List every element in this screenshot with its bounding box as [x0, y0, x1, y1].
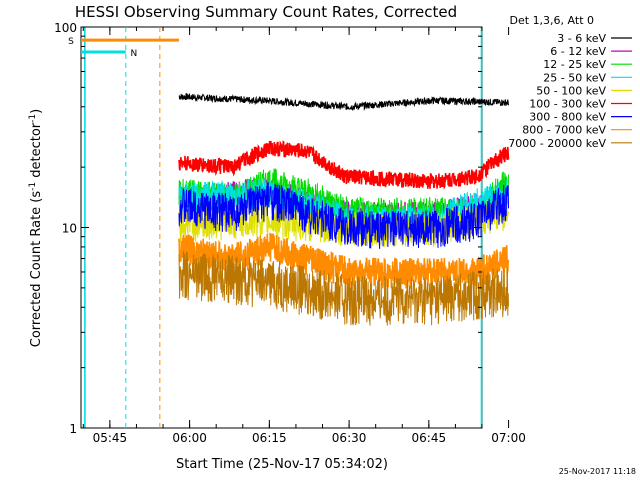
- legend-title: Det 1,3,6, Att 0: [510, 14, 594, 27]
- legend-entry-label: 6 - 12 keV: [550, 45, 606, 58]
- legend-entry-label: 50 - 100 keV: [536, 84, 606, 97]
- legend-entry-label: 3 - 6 keV: [557, 32, 606, 45]
- x-axis-label: Start Time (25-Nov-17 05:34:02): [176, 457, 388, 472]
- legend-entry-label: 25 - 50 keV: [543, 71, 606, 84]
- y-tick-label: 10: [62, 222, 77, 236]
- legend-entry-label: 800 - 7000 keV: [522, 124, 606, 137]
- series-line-6: [178, 182, 509, 249]
- x-tick-label: 06:00: [172, 431, 207, 445]
- y-tick-label: 100: [54, 21, 77, 35]
- chart-title: HESSI Observing Summary Count Rates, Cor…: [75, 3, 457, 21]
- legend-entry-label: 12 - 25 keV: [543, 58, 606, 71]
- y-axis-ticks: 1 10 100: [54, 21, 482, 436]
- series-line-8: [178, 251, 509, 326]
- x-tick-label: 06:45: [412, 431, 447, 445]
- x-tick-label: 07:00: [491, 431, 526, 445]
- x-tick-label: 05:45: [93, 431, 128, 445]
- x-tick-label: 06:15: [252, 431, 287, 445]
- legend-entry-label: 100 - 300 keV: [529, 98, 606, 111]
- x-axis-ticks: 05:45 06:00 06:15 06:30 06:45 07:00: [82, 27, 526, 445]
- footer-timestamp: 25-Nov-2017 11:18: [559, 467, 636, 476]
- flag-label-S: S: [68, 37, 74, 47]
- series-line-7: [178, 232, 510, 290]
- legend-entry-label: 300 - 800 keV: [529, 111, 606, 124]
- x-tick-label: 06:30: [332, 431, 367, 445]
- series-line-5: [178, 140, 510, 190]
- series-line-0: [178, 93, 509, 112]
- flag-bars: SN: [68, 37, 179, 59]
- legend-entry-label: 7000 - 20000 keV: [508, 137, 606, 150]
- series-group: [178, 93, 510, 326]
- y-tick-label: 1: [69, 422, 77, 436]
- flag-label-N: N: [130, 49, 137, 59]
- y-axis-label: Corrected Count Rate (s-1 detector-1): [28, 109, 44, 347]
